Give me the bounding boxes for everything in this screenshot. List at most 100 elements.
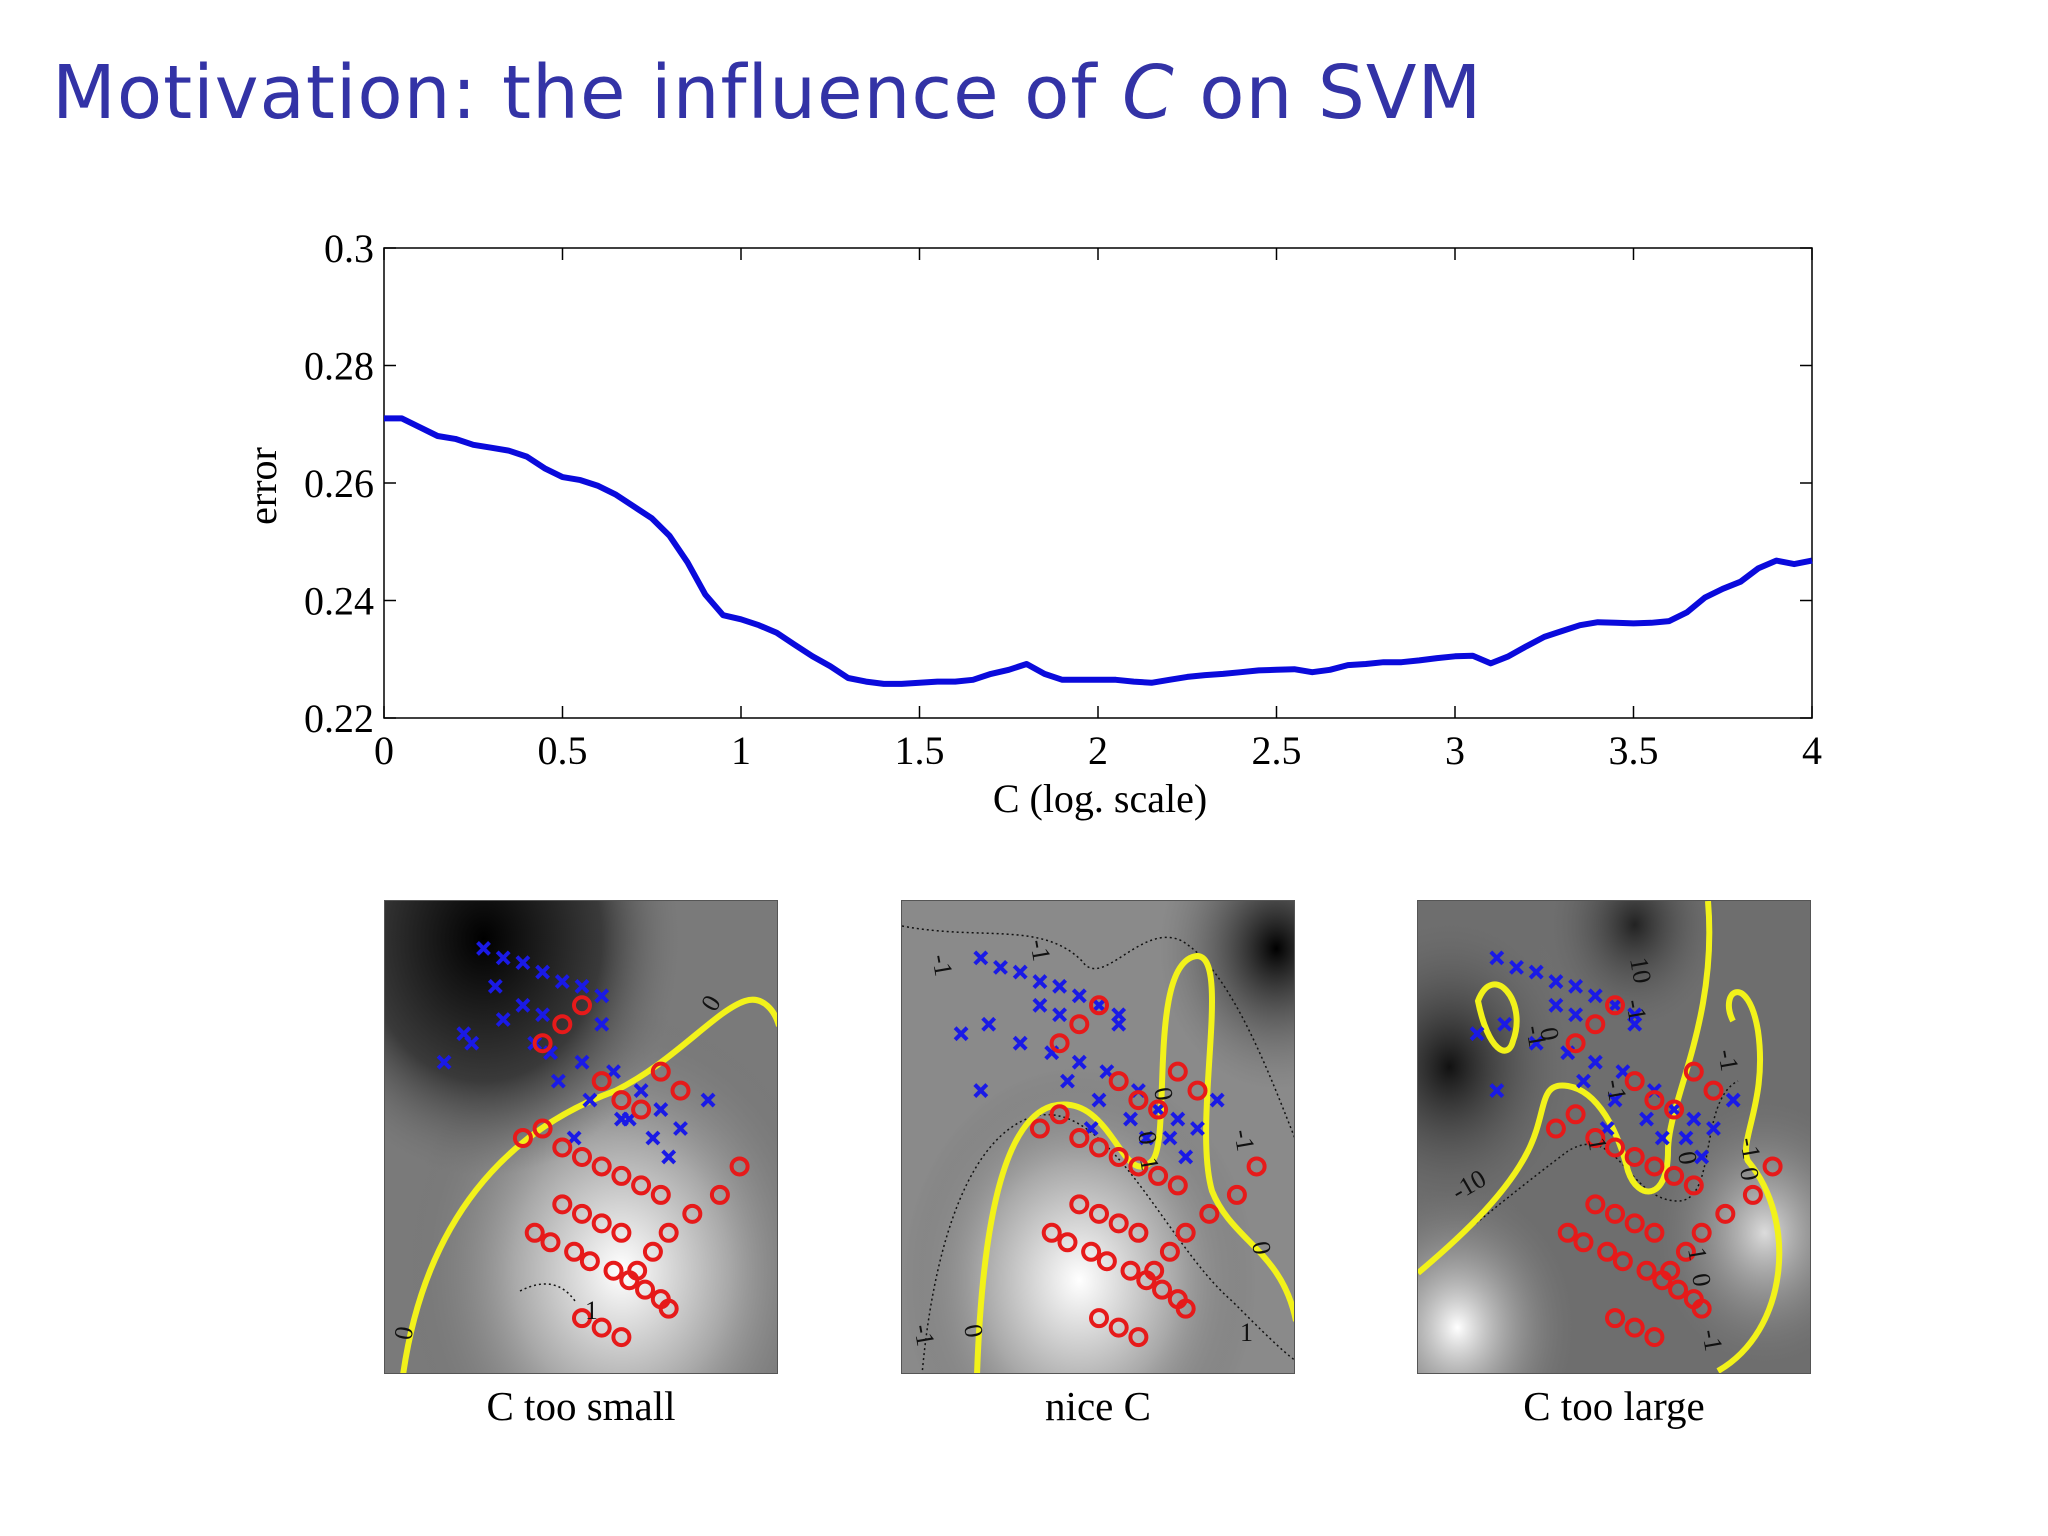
- y-tick-label: 0.24: [304, 579, 374, 624]
- class-o-point: [1175, 1222, 1196, 1243]
- class-x-point: [1060, 1073, 1075, 1089]
- class-x-point: [515, 955, 531, 971]
- class-o-point: [611, 1165, 632, 1186]
- class-o-point: [1624, 1317, 1645, 1338]
- class-x-point: [1138, 1130, 1154, 1146]
- class-x-point: [973, 1083, 989, 1099]
- class-x-point: [1666, 1102, 1682, 1117]
- class-o-point: [1144, 1260, 1165, 1281]
- class-o-point: [1041, 1222, 1062, 1243]
- svm-panel-c-too-small: 0 0 1: [384, 900, 778, 1374]
- contour-label: 0: [1686, 1271, 1717, 1289]
- contour-label: -1: [1620, 997, 1652, 1023]
- panel-caption-c-too-small: C too small: [486, 1383, 676, 1429]
- contour-label: -1: [1520, 1023, 1552, 1049]
- class-o-point: [1664, 1099, 1685, 1120]
- class-o-point: [1089, 1308, 1109, 1329]
- class-x-point: [1123, 1111, 1138, 1127]
- class-o-point: [1089, 995, 1109, 1016]
- class-o-point: [1108, 1071, 1129, 1092]
- class-o-point: [1167, 1061, 1188, 1082]
- class-o-point: [1148, 1099, 1169, 1120]
- class-x-point: [653, 1102, 669, 1117]
- slide-title: Motivation: the influence of C on SVM: [52, 50, 1482, 136]
- contour-label: 1: [1134, 1155, 1165, 1173]
- class-o-point: [1049, 1033, 1070, 1054]
- class-x-point: [476, 940, 491, 956]
- class-x-point: [1012, 964, 1028, 980]
- class-o-point: [1069, 1128, 1090, 1148]
- y-tick-label: 0.26: [304, 461, 374, 506]
- class-x-point: [1489, 950, 1505, 966]
- contour-label: 10: [1624, 955, 1657, 986]
- class-o-point: [1664, 1165, 1685, 1186]
- class-x-point: [1548, 997, 1564, 1013]
- class-o-point: [682, 1203, 703, 1224]
- class-o-point: [1605, 1137, 1625, 1158]
- class-o-point: [572, 1308, 592, 1329]
- class-o-point: [591, 1071, 612, 1092]
- class-o-point: [1624, 1146, 1645, 1167]
- class-o-point: [1565, 1033, 1586, 1054]
- class-o-point: [532, 1118, 553, 1139]
- margin-contour: [1418, 1080, 1739, 1272]
- class-o-point: [709, 1184, 730, 1205]
- class-o-point: [642, 1241, 663, 1262]
- class-o-point: [532, 1033, 553, 1054]
- class-o-point: [1152, 1279, 1173, 1300]
- class-x-point: [1528, 964, 1544, 980]
- class-o-point: [1605, 995, 1625, 1016]
- class-x-point: [1587, 988, 1603, 1004]
- contour-label: -1: [1696, 1327, 1728, 1353]
- contour-label: -1: [1600, 1077, 1632, 1103]
- y-tick-label: 0.28: [304, 344, 374, 389]
- class-x-point: [633, 1083, 649, 1099]
- class-x-point: [1678, 1130, 1694, 1146]
- class-x-point: [1012, 1035, 1028, 1051]
- class-x-point: [1052, 1007, 1068, 1023]
- class-x-point: [981, 1016, 997, 1032]
- contour-label: 1: [1682, 1245, 1713, 1263]
- class-o-point: [1159, 1241, 1180, 1262]
- class-x-point: [1071, 1054, 1087, 1070]
- class-x-point: [1052, 978, 1068, 994]
- class-x-point: [1170, 1111, 1186, 1127]
- class-o-point: [1226, 1184, 1247, 1205]
- y-axis-label: error: [240, 447, 285, 525]
- class-o-point: [1128, 1090, 1149, 1111]
- class-x-point: [495, 950, 511, 966]
- class-o-point: [1081, 1241, 1102, 1262]
- class-x-point: [1497, 1016, 1513, 1032]
- class-o-point: [1742, 1184, 1763, 1205]
- decision-boundary: [1418, 901, 1713, 1276]
- class-o-point: [1660, 1260, 1681, 1281]
- class-o-point: [1715, 1203, 1736, 1224]
- margin-contour: [519, 1283, 576, 1302]
- class-o-point: [1199, 1203, 1220, 1224]
- class-o-point: [1585, 1128, 1606, 1148]
- class-x-point: [464, 1035, 480, 1051]
- class-o-point: [1175, 1298, 1196, 1319]
- class-x-point: [1091, 997, 1107, 1013]
- class-o-point: [540, 1232, 561, 1253]
- x-tick-label: 1.5: [895, 728, 945, 773]
- error-series-line: [384, 415, 1813, 687]
- class-o-point: [635, 1279, 656, 1300]
- contour-label: 1: [1240, 1318, 1253, 1347]
- class-o-point: [1096, 1251, 1117, 1272]
- class-x-point: [1489, 1083, 1505, 1099]
- class-o-point: [1605, 1203, 1625, 1224]
- decision-boundary: [974, 952, 1294, 1373]
- x-tick-label: 3.5: [1609, 728, 1659, 773]
- class-o-point: [1585, 1014, 1606, 1035]
- class-o-point: [627, 1260, 648, 1281]
- class-o-point: [564, 1241, 585, 1262]
- contour-label: -1: [1734, 1135, 1766, 1161]
- x-tick-label: 1: [731, 728, 751, 773]
- svm-panel-plot: -1 -1 0 0 -1 0 1 -1 0 1: [902, 901, 1294, 1373]
- class-o-point: [591, 1317, 612, 1338]
- contour-label: -1: [1024, 937, 1056, 963]
- class-o-point: [603, 1260, 624, 1281]
- class-o-point: [591, 1213, 612, 1234]
- class-o-point: [1683, 1061, 1704, 1082]
